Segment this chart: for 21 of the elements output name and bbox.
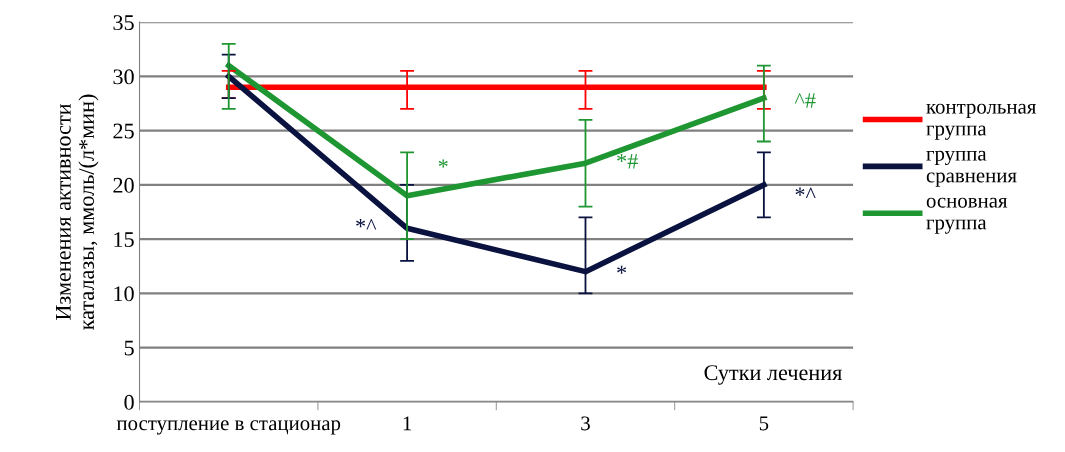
annotation: * <box>438 159 448 168</box>
y-tick-label: 35 <box>113 15 134 31</box>
annotation: *^ <box>356 219 377 230</box>
x-tick-label: 5 <box>759 416 769 431</box>
legend-label: основная группа <box>926 197 1008 234</box>
y-tick-label: 25 <box>113 123 134 139</box>
annotation: *^ <box>795 187 816 198</box>
y-tick-label: 30 <box>113 69 134 85</box>
annotation: *# <box>617 153 638 169</box>
y-tick-label: 5 <box>124 340 134 356</box>
y-tick-label: 10 <box>114 286 134 302</box>
x-tick-label: 1 <box>403 416 412 431</box>
x-axis-title: Сутки лечения <box>704 365 842 385</box>
y-tick-label: 0 <box>124 394 134 410</box>
y-tick-label: 15 <box>114 232 134 248</box>
x-tick-label: поступление в стационар <box>116 420 341 435</box>
x-tick-label: 3 <box>581 416 590 431</box>
annotation: * <box>617 265 627 274</box>
annotation: ^# <box>794 93 816 108</box>
y-tick-label: 20 <box>113 177 134 193</box>
y-axis-title: Изменения активности каталазы, ммоль/(л*мин) <box>56 94 99 330</box>
